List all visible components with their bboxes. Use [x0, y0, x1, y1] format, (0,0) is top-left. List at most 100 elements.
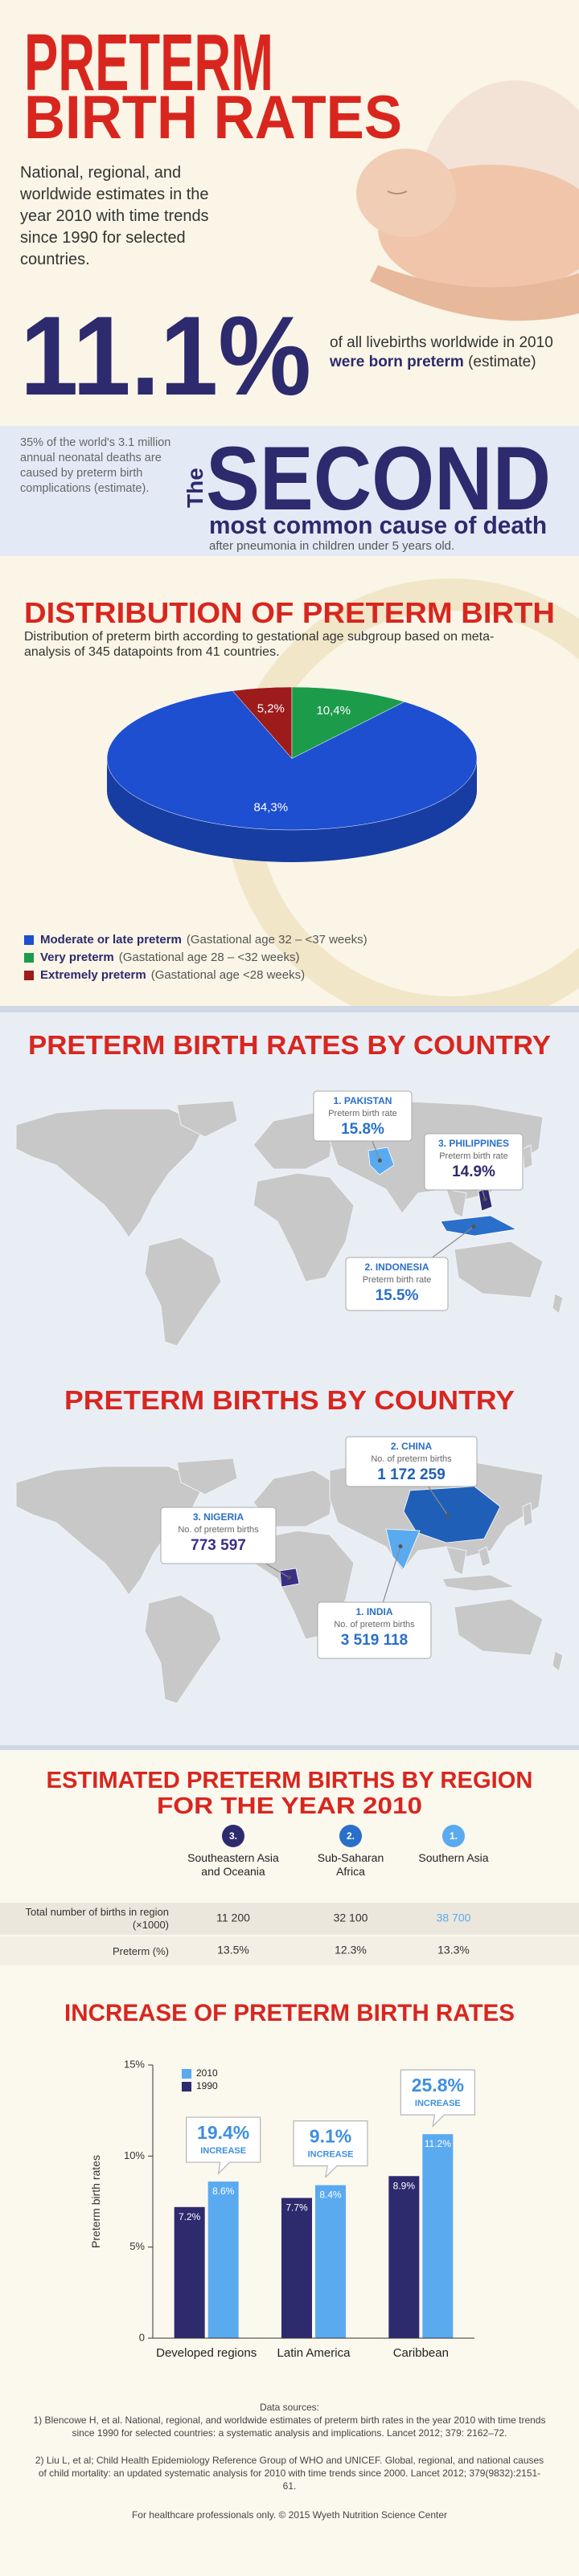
continent	[454, 1598, 544, 1656]
table-cell: 13.3%	[437, 1944, 470, 1957]
callout-box	[313, 1090, 413, 1142]
legend-note: (Gastational age <28 weeks)	[151, 968, 305, 982]
continent	[454, 1241, 544, 1298]
rank-badge	[339, 1825, 362, 1847]
pie-slice	[291, 686, 405, 759]
big-word: SECOND	[206, 428, 551, 529]
callout-dot	[398, 1544, 403, 1548]
data-label: 5,2%	[257, 701, 285, 715]
column-header: Sub-Saharan Africa	[317, 1851, 384, 1878]
rank-badge	[222, 1825, 244, 1847]
callout-value: 1 172 259	[377, 1466, 446, 1483]
highlighted-country	[403, 1486, 501, 1544]
table-cell: 38 700	[437, 1912, 471, 1924]
legend-label: Moderate or late preterm	[40, 933, 182, 947]
title: BIRTH RATES	[24, 84, 402, 152]
rank-badge	[442, 1825, 465, 1847]
continent	[552, 1293, 564, 1315]
data-label: 8.9%	[393, 2180, 416, 2191]
legend-swatch	[182, 2069, 191, 2079]
legend-label: Very preterm	[40, 951, 114, 964]
column-header: Southern Asia	[418, 1851, 489, 1864]
pie-side	[107, 758, 477, 862]
callout-value: 773 597	[191, 1537, 246, 1554]
x-tick-label: Developed regions	[156, 2346, 257, 2360]
section-title: ESTIMATED PRETERM BIRTHS BY REGION	[47, 1768, 533, 1793]
continent	[441, 1574, 516, 1592]
continent	[522, 1144, 533, 1170]
map-title: PRETERM BIRTH RATES BY COUNTRY	[28, 1030, 551, 1060]
rank-number: 1.	[450, 1830, 458, 1842]
callout-value: 15.8%	[341, 1121, 384, 1138]
chart-title: INCREASE OF PRETERM BIRTH RATES	[64, 2000, 515, 2026]
callout-dot	[377, 1158, 382, 1163]
data-label: 11.2%	[425, 2138, 451, 2149]
cause-subtitle: most common cause of death	[209, 511, 547, 539]
callout-label: No. of preterm births	[371, 1454, 452, 1464]
callout-dot	[287, 1575, 291, 1580]
cause-note: after pneumonia in children under 5 year…	[209, 539, 454, 553]
section-title: DISTRIBUTION OF PRETERM BIRTH	[24, 596, 555, 629]
y-tick-label: 10%	[124, 2149, 145, 2161]
map-title: PRETERM BIRTHS BY COUNTRY	[64, 1385, 515, 1415]
table-row	[0, 1936, 579, 1965]
callout-label: Preterm birth rate	[439, 1151, 508, 1161]
continent	[446, 1546, 467, 1576]
callout-box	[317, 1601, 432, 1659]
increase-value: 25.8%	[412, 2075, 464, 2096]
table-cell: 11 200	[216, 1912, 250, 1924]
table-row	[0, 1903, 579, 1935]
prefix: The	[183, 468, 207, 508]
callout-name: 3. NIGERIA	[193, 1511, 244, 1523]
highlight-box	[0, 426, 579, 556]
headline-note: (estimate)	[468, 354, 536, 370]
y-tick-label: 0	[139, 2331, 145, 2343]
headline-emphasis: were born preterm	[330, 354, 464, 370]
callout-box	[345, 1436, 478, 1487]
y-tick-label: 15%	[124, 2058, 145, 2070]
headline-text-part: of all livebirths worldwide in 2010	[330, 334, 553, 351]
legend-item: Very preterm (Gastational age 28 – <32 we…	[40, 951, 299, 964]
increase-text: INCREASE	[308, 2150, 354, 2160]
table-cell: 12.3%	[335, 1944, 367, 1957]
subtitle: National, regional, and worldwide estima…	[20, 164, 209, 268]
callout-box	[160, 1507, 277, 1564]
y-tick-label: 5%	[129, 2240, 145, 2252]
rank-number: 3.	[229, 1830, 237, 1842]
headline-stat: 11.1%	[20, 292, 311, 419]
section-subtitle: Distribution of preterm birth according …	[24, 630, 495, 659]
callout-name: 2. INDONESIA	[364, 1261, 429, 1273]
data-label: 10,4%	[316, 704, 351, 718]
continent	[144, 1594, 222, 1704]
callout-dot	[446, 1513, 450, 1518]
legend-swatch	[182, 2082, 191, 2091]
bar	[281, 2198, 312, 2338]
data-label: 7.7%	[285, 2202, 308, 2213]
pie-side-shade	[107, 758, 477, 862]
callout-bubble	[400, 2069, 475, 2128]
cause-text: 35% of the world's 3.1 million annual ne…	[20, 436, 171, 495]
table-cell: 13.5%	[217, 1944, 249, 1957]
callout-box	[345, 1257, 449, 1311]
callout-name: 2. CHINA	[391, 1441, 433, 1452]
callout-label: Preterm birth rate	[363, 1275, 432, 1285]
callout-bubble	[186, 2116, 261, 2175]
continent	[552, 1650, 564, 1672]
increase-text: INCREASE	[415, 2099, 461, 2108]
separator	[0, 1006, 579, 1012]
continent	[446, 1188, 467, 1218]
increase-text: INCREASE	[200, 2146, 246, 2156]
x-tick-label: Latin America	[277, 2346, 351, 2360]
callout-box	[424, 1133, 524, 1191]
callout-value: 3 519 118	[341, 1632, 408, 1649]
legend-item: Moderate or late preterm (Gastational age…	[40, 933, 368, 947]
callout-value: 14.9%	[452, 1163, 495, 1180]
continent	[478, 1546, 491, 1568]
sources-heading: Data sources:	[259, 2402, 320, 2413]
legend-note: (Gastational age 28 – <32 weeks)	[119, 951, 300, 964]
callout-dot	[471, 1225, 476, 1229]
data-label: 7.2%	[179, 2211, 201, 2222]
headline-text: of all livebirths worldwide in 2010 were…	[330, 333, 567, 372]
